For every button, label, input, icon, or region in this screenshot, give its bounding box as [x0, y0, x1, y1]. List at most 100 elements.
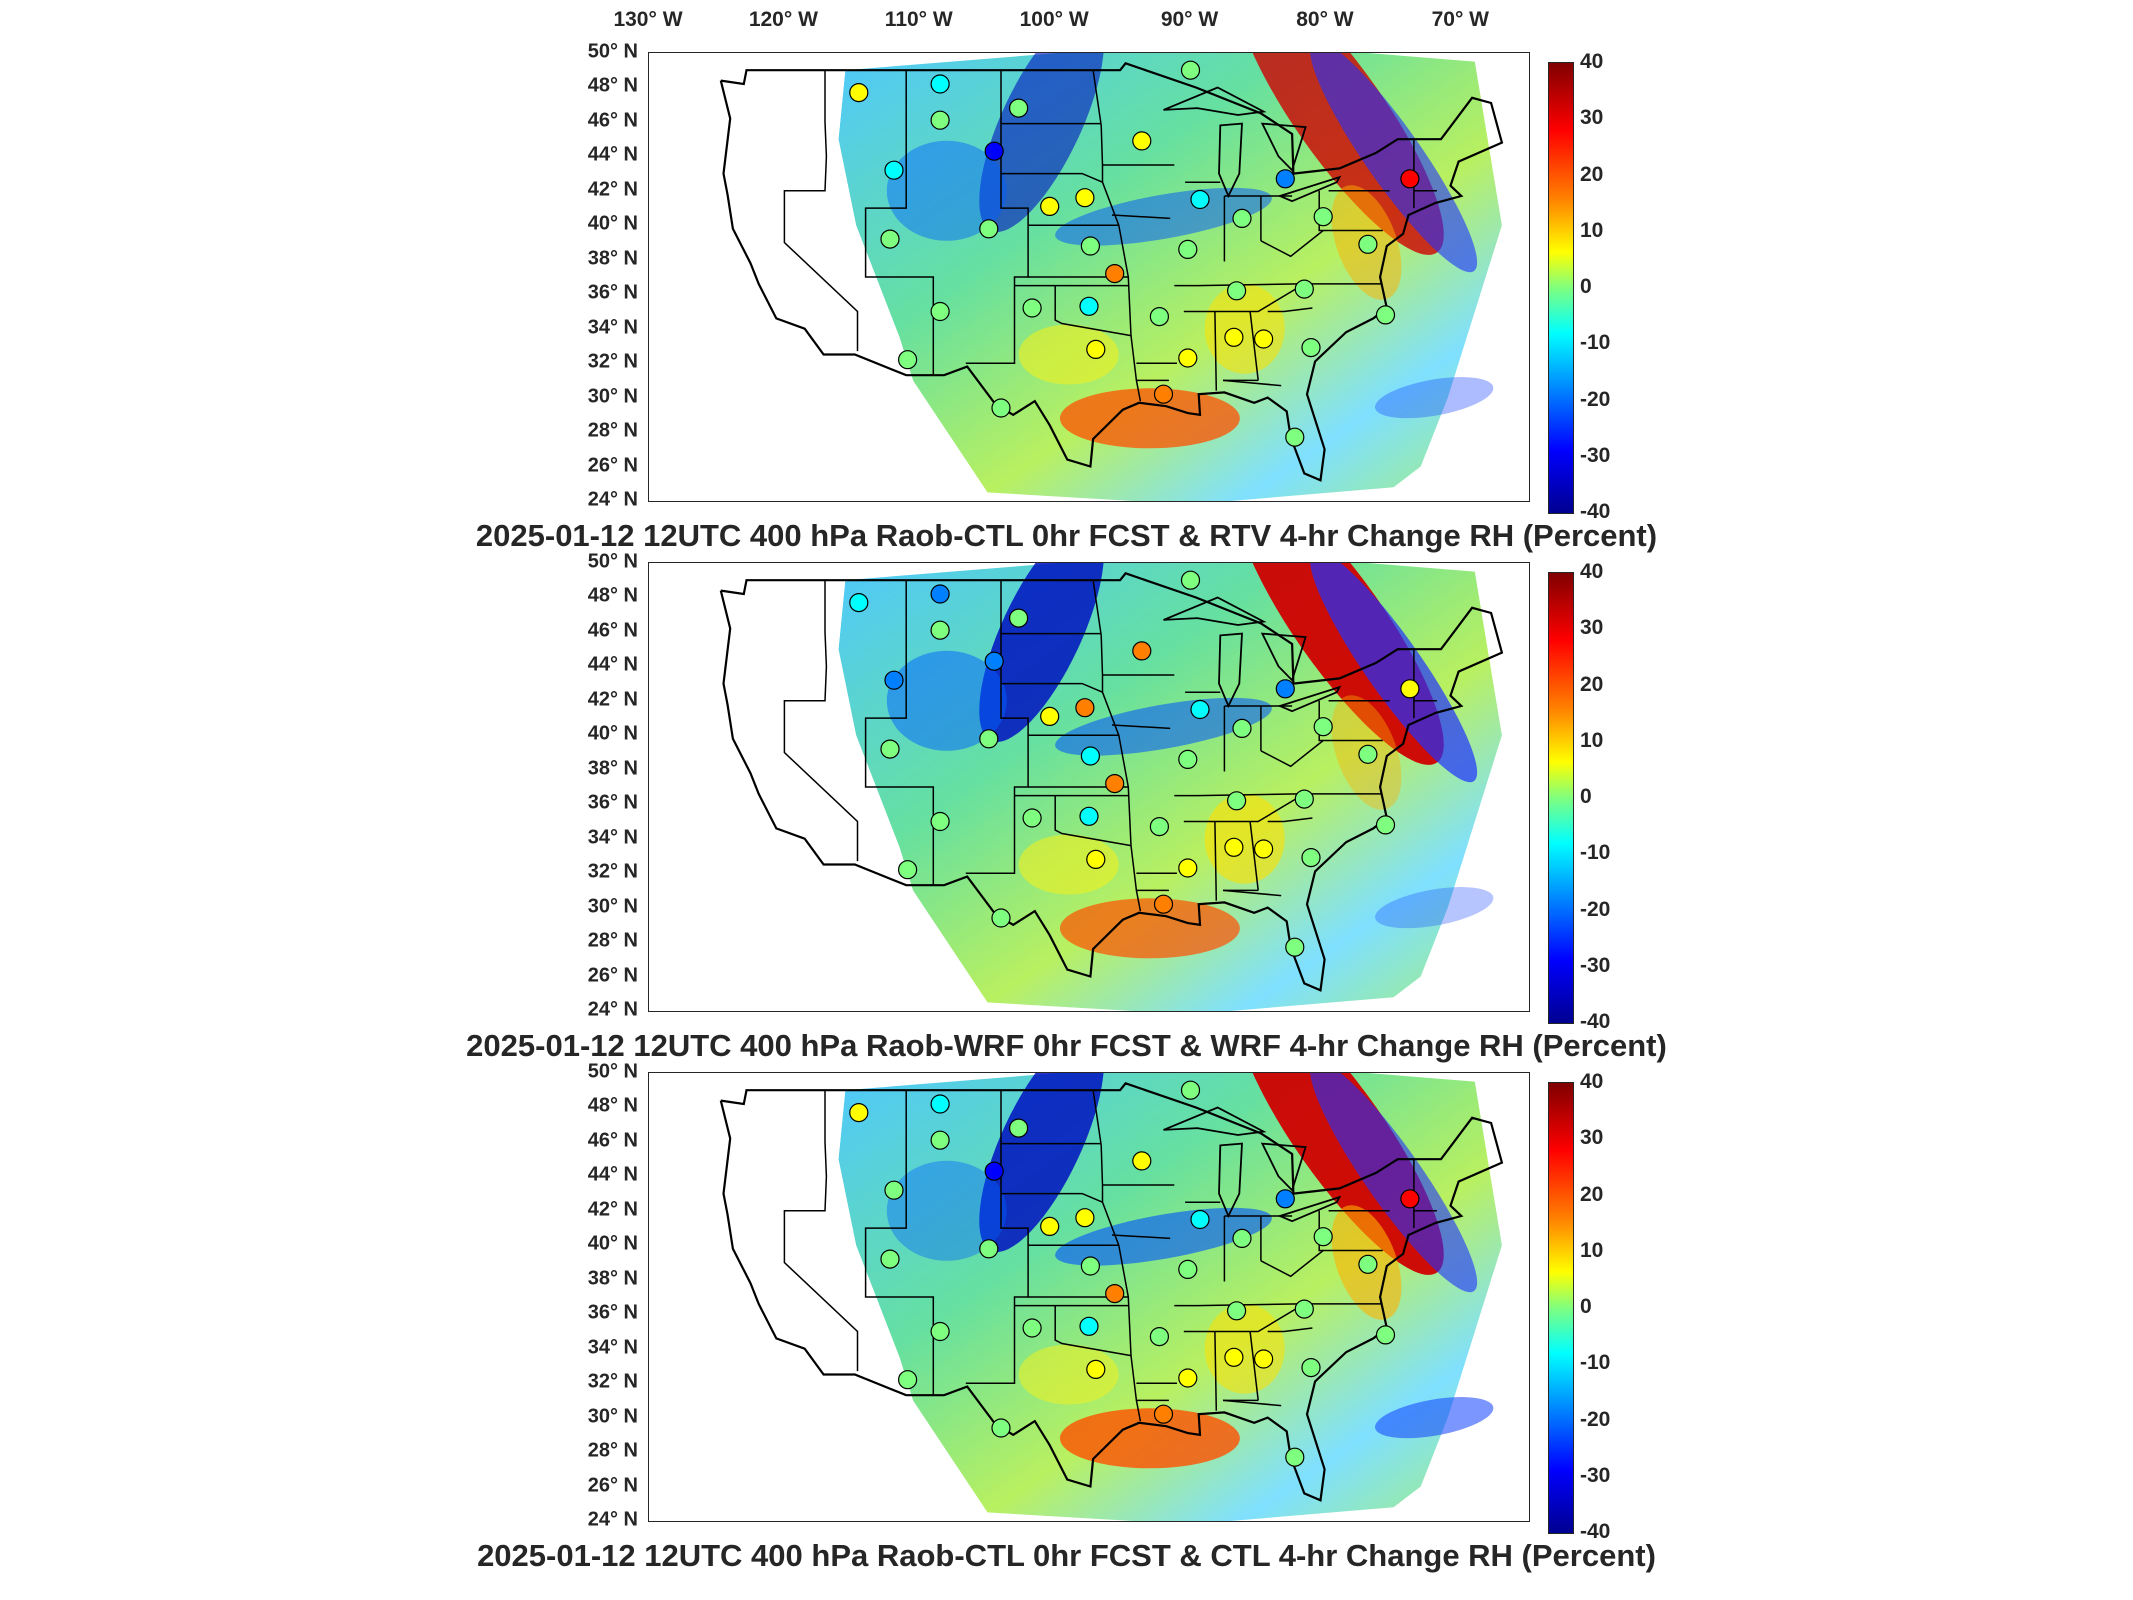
state-boundary [864, 70, 935, 376]
field-feature [1018, 1344, 1119, 1405]
colorbar-tick-label: -20 [1580, 1407, 1611, 1431]
raob-station-marker [1285, 427, 1305, 447]
raob-station-marker [930, 811, 950, 832]
latitude-label: 30° N [587, 895, 638, 918]
map-svg [649, 53, 1504, 501]
colorbar-tick-label: -40 [1580, 1520, 1611, 1543]
field-feature [1204, 1303, 1285, 1394]
great-lake [1218, 1142, 1243, 1219]
raob-station-marker [1040, 706, 1060, 726]
panel-title: 2025-01-12 12UTC 400 hPa Raob-CTL 0hr FC… [475, 518, 1658, 553]
raob-station-marker [930, 584, 950, 604]
raob-station-marker [1009, 1118, 1029, 1138]
raob-station-marker [1285, 1447, 1305, 1467]
raob-station-marker [1400, 169, 1420, 189]
colorbar-tick-label: 0 [1580, 1295, 1592, 1318]
raob-station-marker [1294, 789, 1314, 809]
domain-mask [649, 563, 988, 1011]
coastline [719, 1082, 1504, 1502]
coastline [719, 62, 1504, 482]
colorbar [1548, 1082, 1574, 1534]
raob-station-marker [1253, 839, 1274, 859]
field-feature [886, 140, 1007, 241]
state-boundary [1267, 307, 1313, 313]
state-boundary [1222, 379, 1282, 387]
raob-station-marker [1224, 837, 1244, 857]
latitude-label: 36° N [587, 281, 638, 304]
raob-station-marker [1400, 679, 1420, 699]
latitude-label: 36° N [587, 1301, 638, 1324]
panel-title: 2025-01-12 12UTC 400 hPa Raob-WRF 0hr FC… [466, 1028, 1667, 1063]
raob-station-marker [1232, 1228, 1252, 1248]
raob-station-marker [1178, 1259, 1198, 1279]
colorbar-tick-label: 40 [1580, 50, 1604, 73]
latitude-label: 24° N [587, 488, 638, 511]
raob-station-marker [1275, 1189, 1295, 1209]
map-panel-wrf: 50° N 48° N 46° N 44° N 42° N 40° N 38° N 36° N… [0, 550, 2133, 1070]
longitude-label: 100° W [1019, 8, 1089, 31]
state-boundary [864, 580, 935, 886]
colorbar-tick-label: -40 [1580, 1010, 1611, 1033]
raob-station-marker [930, 1094, 950, 1114]
latitude-label: 34° N [587, 316, 638, 339]
raob-station-marker [1226, 281, 1247, 301]
raob-station-marker [984, 141, 1004, 161]
latitude-label: 48° N [587, 584, 638, 607]
colorbar-tick-label: 40 [1580, 560, 1604, 583]
map-frame [648, 562, 1530, 1012]
state-boundary [1092, 580, 1142, 912]
latitude-label: 28° N [587, 419, 638, 442]
colorbar-tick-label: 10 [1580, 218, 1604, 242]
field-feature [1018, 834, 1119, 895]
colorbar-tick-label: -10 [1580, 841, 1611, 865]
colorbar-tick-label: -10 [1580, 1351, 1611, 1375]
state-boundary [1318, 190, 1383, 232]
state-boundary [1092, 1090, 1142, 1422]
field-feature [1310, 53, 1478, 273]
raob-station-marker [1224, 327, 1244, 347]
raob-station-marker [1275, 169, 1295, 189]
state-boundary [1001, 1192, 1103, 1203]
raob-station-marker [1075, 698, 1095, 718]
field-feature [1375, 1397, 1494, 1439]
colorbar-tick-label: 10 [1580, 1238, 1604, 1262]
raob-station-marker [1190, 189, 1210, 210]
latitude-label: 34° N [587, 826, 638, 849]
raob-station-marker [1180, 1080, 1201, 1100]
colorbar-tick-label: 40 [1580, 1070, 1604, 1093]
state-boundary [1260, 1249, 1324, 1278]
colorbar-tick-label: -20 [1580, 897, 1611, 921]
domain-mask [649, 53, 988, 501]
raob-station-marker [1301, 1358, 1321, 1378]
latitude-label: 44° N [587, 653, 638, 676]
state-boundary [1054, 1305, 1132, 1357]
latitude-label: 44° N [587, 143, 638, 166]
colorbar-tick-label: -20 [1580, 387, 1611, 411]
longitude-label: 90° W [1160, 8, 1219, 31]
field-feature [1059, 898, 1240, 959]
latitude-label: 50° N [587, 1060, 638, 1083]
colorbar-tick-label: -10 [1580, 331, 1611, 355]
latitude-label: 26° N [587, 964, 638, 987]
raob-station-marker [1022, 808, 1042, 828]
state-boundary [864, 1090, 935, 1396]
state-boundary [1001, 172, 1103, 183]
latitude-label: 32° N [587, 860, 638, 883]
field-feature [1059, 388, 1240, 449]
panel-title: 2025-01-12 12UTC 400 hPa Raob-CTL 0hr FC… [477, 1538, 1656, 1573]
coastline [719, 572, 1504, 992]
raob-station-marker [991, 908, 1011, 928]
raob-station-marker [1086, 849, 1106, 869]
raob-station-marker [1080, 1256, 1100, 1276]
raob-station-marker [1149, 307, 1169, 327]
colorbar-tick-label: 30 [1580, 106, 1604, 130]
raob-station-marker [1375, 305, 1396, 325]
raob-station-marker [1105, 1284, 1125, 1304]
state-boundary [1318, 700, 1383, 742]
raob-station-marker [979, 219, 999, 239]
longitude-label: 80° W [1296, 8, 1354, 31]
state-boundary [1054, 285, 1132, 337]
great-lake [1260, 632, 1307, 682]
raob-station-marker [991, 1418, 1011, 1438]
state-boundary [1183, 1303, 1382, 1333]
